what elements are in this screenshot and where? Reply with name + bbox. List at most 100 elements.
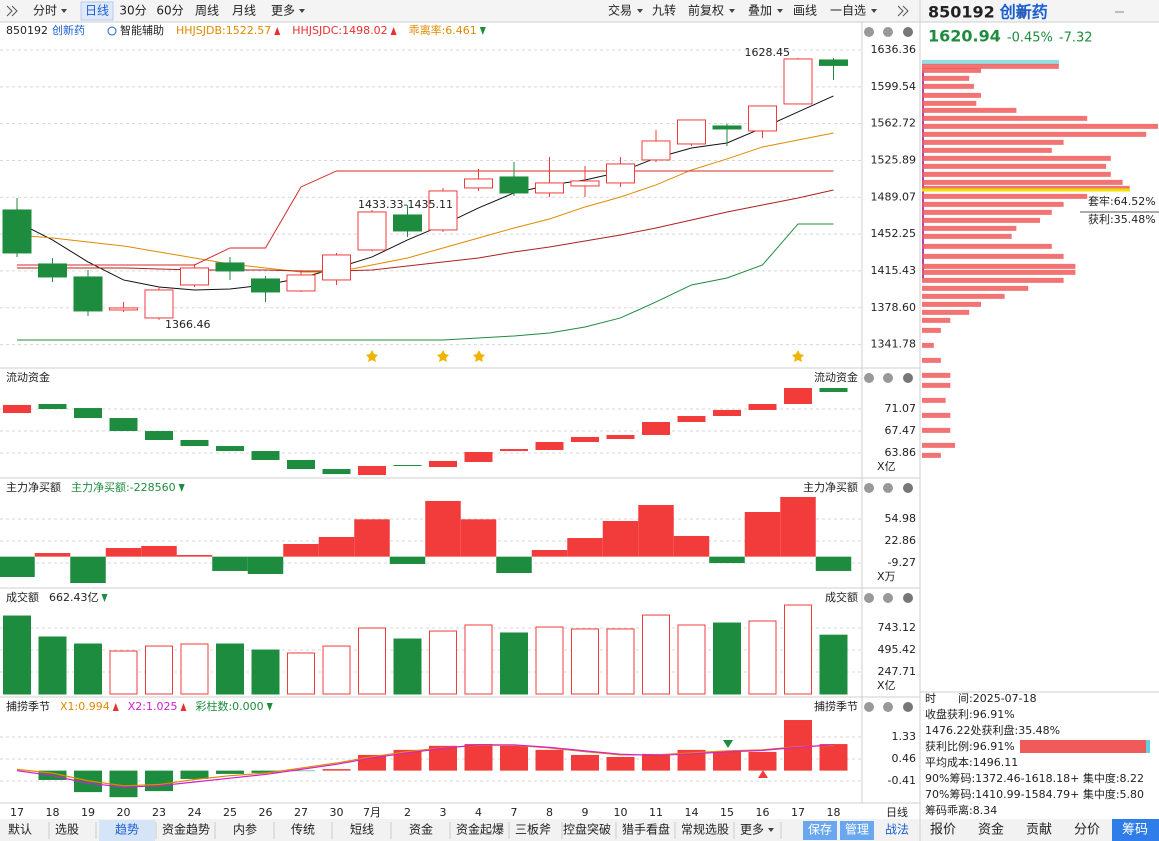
panel-icon[interactable] [883, 593, 893, 603]
x-tick-label: 14 [685, 806, 699, 819]
expand-icon[interactable] [902, 5, 909, 17]
panel-icon[interactable] [864, 593, 874, 603]
side-tab[interactable]: 报价 [930, 823, 956, 838]
panel-icon[interactable] [864, 702, 874, 712]
tool-button[interactable]: 画线 [793, 4, 817, 18]
panel-icon[interactable] [864, 483, 874, 493]
indicator-icon[interactable] [107, 26, 117, 36]
bottom-tab[interactable]: 资金趋势 [162, 822, 210, 837]
panel-icon[interactable] [883, 373, 893, 383]
candle-body [499, 176, 529, 194]
change: -7.32 [1059, 31, 1093, 46]
candle-body [215, 262, 245, 272]
chip-bar [922, 75, 970, 81]
panel-icon[interactable] [883, 483, 893, 493]
panel-icon[interactable] [883, 702, 893, 712]
net-buy-bar [34, 553, 71, 557]
season-bar [535, 749, 564, 771]
bottom-tab[interactable]: 内参 [233, 822, 257, 837]
tool-button[interactable]: 交易 [608, 3, 632, 18]
y-tick-label: 743.12 [878, 621, 917, 634]
dropdown [637, 9, 644, 13]
x-tick-label: 30 [330, 806, 344, 819]
season-bar [216, 770, 244, 774]
bottom-tab[interactable]: 短线 [350, 823, 374, 837]
net-buy-bar [780, 497, 816, 557]
bottom-tab[interactable]: 常规选股 [681, 822, 729, 837]
period-tab[interactable]: 60分 [156, 4, 183, 18]
close-icon[interactable] [903, 483, 913, 493]
net-buy-bar [283, 543, 319, 557]
expand-icon[interactable] [6, 5, 13, 17]
bottom-tab[interactable]: 三板斧 [515, 823, 551, 837]
side-tab[interactable]: 资金 [978, 822, 1004, 838]
turnover-bar [500, 632, 528, 695]
chip-bar [922, 63, 1059, 69]
close-icon[interactable] [903, 702, 913, 712]
flow-bar [677, 416, 706, 422]
trend-arrow [178, 484, 185, 492]
bottom-tab[interactable]: 更多 [740, 823, 764, 837]
panel-title-right: 流动资金 [814, 370, 858, 384]
action-button[interactable]: 保存 [808, 823, 832, 837]
flow-bar [38, 403, 67, 409]
bottom-tab[interactable]: 选股 [55, 823, 79, 837]
expand-icon[interactable] [11, 5, 18, 17]
tool-button[interactable]: 九转 [652, 3, 676, 18]
period-tab[interactable]: 更多 [271, 4, 295, 18]
info-icon[interactable] [1017, 8, 1027, 18]
period-tab[interactable]: 月线 [232, 4, 256, 18]
close-icon[interactable] [903, 27, 913, 37]
period-tab[interactable]: 30分 [119, 4, 146, 18]
action-button[interactable]: 战法 [885, 823, 909, 837]
tool-button[interactable]: 叠加 [748, 4, 772, 18]
net-buy-bar [354, 519, 390, 557]
legend-item: X2:1.025 [128, 700, 178, 713]
season-bar [180, 770, 209, 779]
panel-icon[interactable] [864, 27, 874, 37]
chip-bar [922, 277, 1064, 283]
bottom-tab[interactable]: 默认 [8, 822, 32, 837]
flow-bar [251, 451, 280, 461]
candle-body [2, 209, 32, 254]
panel-title: 成交额 [6, 590, 39, 604]
panel-icon[interactable] [883, 27, 893, 37]
sell-signal [723, 740, 733, 748]
expand-icon[interactable] [897, 5, 904, 17]
bottom-tab[interactable]: 传统 [291, 822, 315, 837]
x-tick-label: 4 [475, 806, 482, 819]
y-tick-label: -9.27 [888, 556, 916, 569]
flow-bar [109, 418, 138, 432]
close-icon[interactable] [903, 373, 913, 383]
bottom-tab[interactable]: 猎手看盘 [622, 822, 670, 837]
chip-bar [922, 225, 1017, 231]
turnover-bar [358, 627, 386, 695]
turnover-bar [713, 622, 741, 695]
turnover-bar [3, 615, 31, 695]
chip-bar [922, 217, 1040, 223]
candle-body [464, 178, 493, 189]
turnover-bar [464, 624, 493, 695]
x-tick-label: 24 [188, 806, 202, 819]
period-tab[interactable]: 分时 [33, 4, 57, 18]
bottom-tab[interactable]: 资金 [409, 822, 433, 837]
panel-icon[interactable] [864, 373, 874, 383]
tool-button[interactable]: 一自选 [830, 4, 866, 18]
dropdown [768, 828, 774, 832]
turnover-bar [571, 628, 599, 695]
chip-bar [922, 243, 1052, 249]
bottom-tab[interactable]: 控盘突破 [563, 822, 611, 837]
season-bar [606, 756, 635, 771]
action-button[interactable]: 管理 [845, 822, 869, 837]
period-tab[interactable]: 日线 [85, 4, 109, 18]
period-tab[interactable]: 周线 [195, 4, 219, 18]
side-tab[interactable]: 筹码 [1122, 822, 1148, 838]
close-icon[interactable] [903, 593, 913, 603]
bottom-tab[interactable]: 资金起爆 [456, 822, 504, 837]
net-buy-bar [389, 556, 426, 564]
net-buy-bar [0, 556, 35, 577]
bottom-tab[interactable]: 趋势 [115, 823, 139, 837]
side-tab[interactable]: 贡献 [1026, 823, 1052, 838]
tool-button[interactable]: 前复权 [688, 3, 724, 18]
side-tab[interactable]: 分价 [1074, 823, 1100, 838]
